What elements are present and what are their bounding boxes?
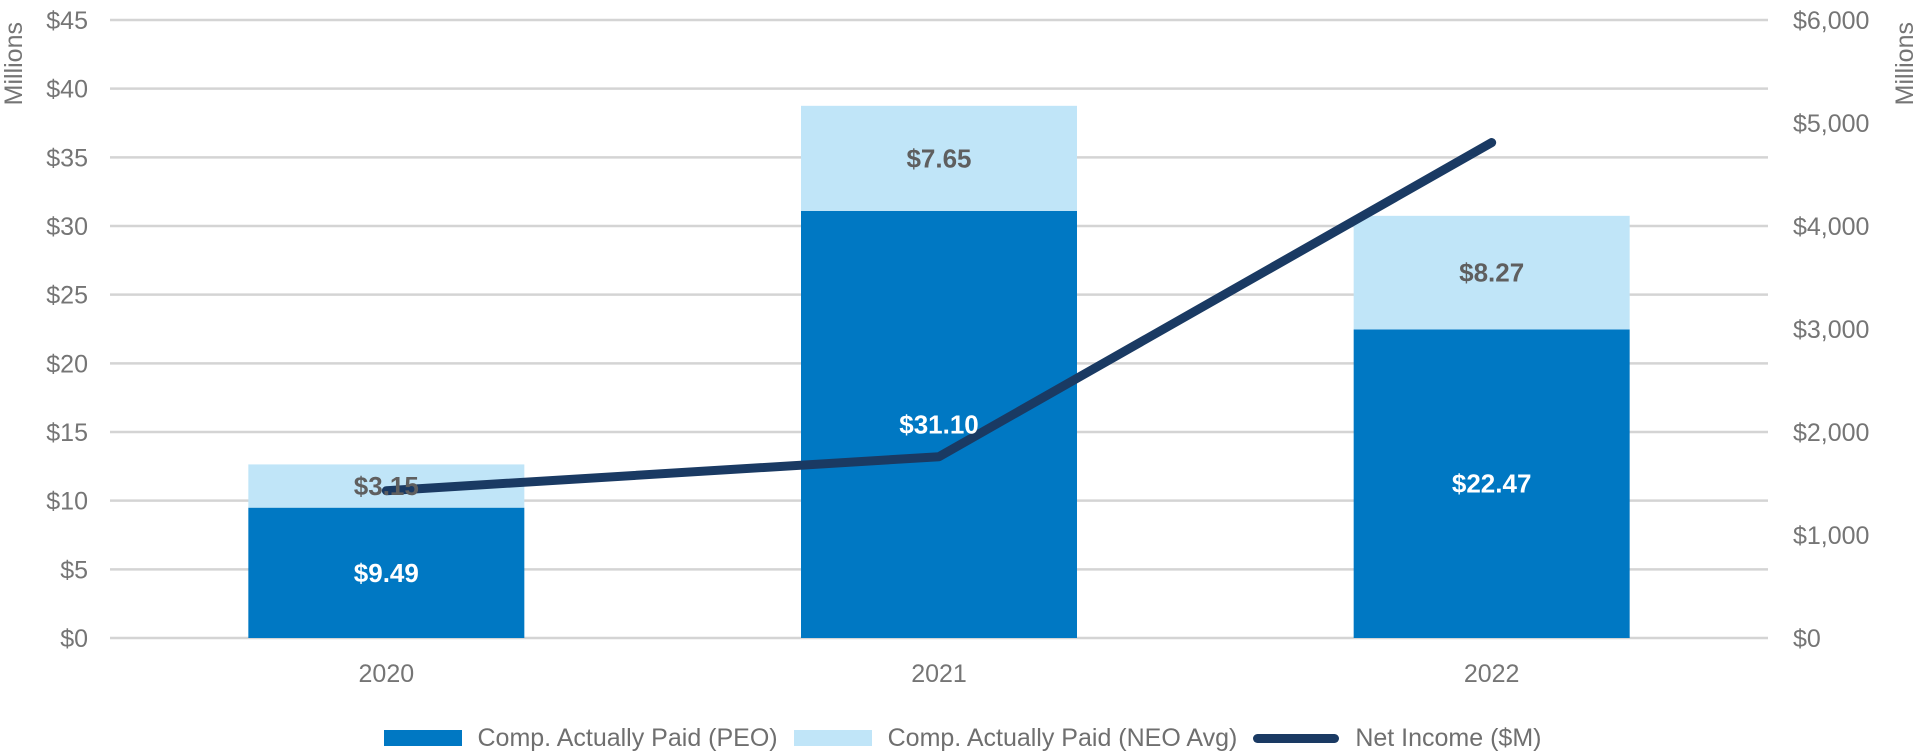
legend-label-neo-avg: Comp. Actually Paid (NEO Avg): [887, 723, 1238, 752]
data-label-neo-avg: $8.27: [1459, 258, 1524, 288]
legend-label-peo: Comp. Actually Paid (PEO): [477, 723, 778, 752]
y-right-tick-label: $5,000: [1793, 110, 1869, 138]
y-left-tick-label: $40: [46, 76, 88, 104]
y-left-tick-label: $15: [46, 419, 88, 447]
bar-peo: [248, 507, 525, 638]
bar-peo: [1353, 329, 1630, 638]
y-right-tick-label: $3,000: [1793, 316, 1869, 344]
y-right-tick-label: $4,000: [1793, 213, 1869, 241]
y-right-tick-label: $0: [1793, 625, 1821, 653]
y-right-tick-label: $1,000: [1793, 522, 1869, 550]
y-right-tick-label: $6,000: [1793, 7, 1869, 35]
data-label-peo: $31.10: [899, 409, 979, 439]
x-tick-label: 2020: [359, 660, 415, 688]
x-tick-label: 2022: [1464, 660, 1520, 688]
legend-swatch-net-income: [1253, 733, 1340, 743]
legend-item-peo: Comp. Actually Paid (PEO): [383, 723, 778, 753]
data-label-peo: $9.49: [354, 558, 419, 588]
x-tick-label: 2021: [911, 660, 967, 688]
data-label-neo-avg: $7.65: [906, 143, 971, 173]
left-axis-unit-label: Millions: [0, 22, 28, 105]
y-right-tick-label: $2,000: [1793, 419, 1869, 447]
bar-neo-avg: [1353, 215, 1630, 330]
net-income-point: [1490, 141, 1493, 144]
right-axis-unit-label: Millions: [1891, 22, 1919, 105]
y-left-tick-label: $25: [46, 282, 88, 310]
legend-item-neo-avg: Comp. Actually Paid (NEO Avg): [793, 723, 1238, 753]
legend-swatch-neo-avg: [793, 730, 872, 746]
y-left-tick-label: $35: [46, 144, 88, 172]
bar-peo: [801, 210, 1077, 639]
data-label-peo: $22.47: [1452, 469, 1532, 499]
y-left-tick-label: $0: [60, 625, 88, 653]
y-left-tick-label: $5: [60, 556, 88, 584]
bar-neo-avg: [801, 105, 1077, 211]
net-income-line-group: [381, 138, 1497, 496]
y-left-tick-label: $45: [46, 7, 88, 35]
axes: Millions Millions $0 $5 $10 $15 $20 $25 $30 $35…: [0, 7, 1919, 688]
legend-item-net-income: Net Income ($M): [1253, 724, 1541, 753]
bars: [248, 105, 1630, 639]
y-left-tick-label: $30: [46, 213, 88, 241]
data-label-neo-avg: $3.15: [354, 471, 419, 501]
data-labels: $9.49 $3.15 $31.10 $7.65 $22.47 $8.27: [354, 143, 1532, 587]
net-income-point: [938, 455, 940, 458]
legend-label-net-income: Net Income ($M): [1355, 723, 1542, 752]
y-left-tick-label: $10: [46, 488, 88, 516]
legend: Comp. Actually Paid (PEO) Comp. Actually…: [0, 720, 1925, 756]
y-left-tick-label: $20: [46, 350, 88, 378]
legend-swatch-peo: [383, 730, 462, 746]
net-income-point: [385, 489, 388, 492]
